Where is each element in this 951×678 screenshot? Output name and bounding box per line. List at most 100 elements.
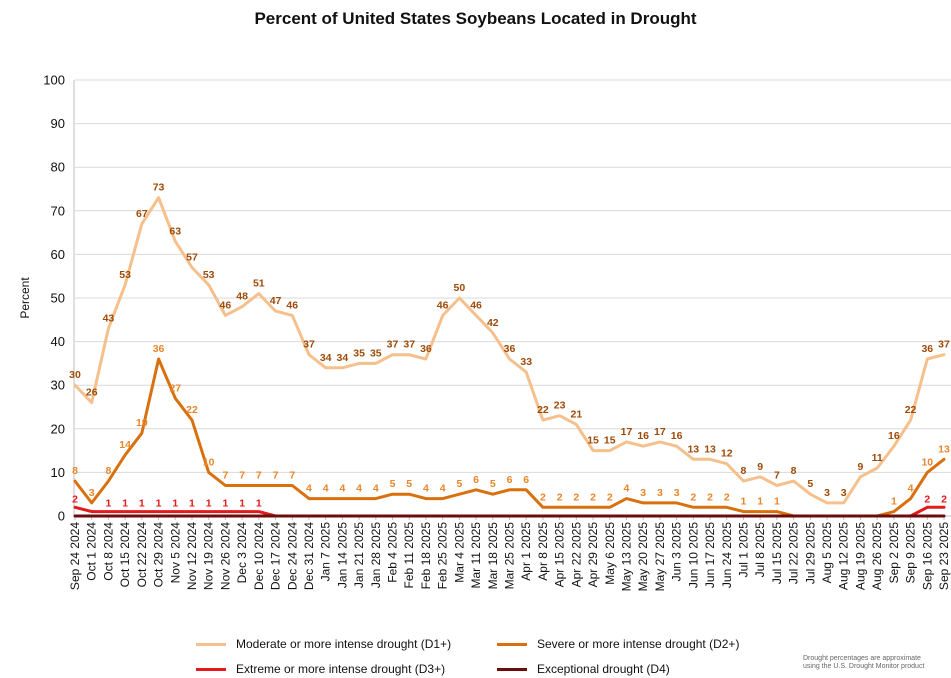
y-tick-label: 0 (58, 509, 65, 524)
x-tick-label: Dec 24 2024 (285, 522, 299, 590)
d1-label: 35 (353, 347, 365, 359)
d2-label: 2 (573, 491, 579, 503)
d1-label: 57 (186, 251, 198, 263)
d2-label: 5 (456, 478, 462, 490)
d2-label: 7 (239, 469, 245, 481)
d1-label: 16 (888, 430, 900, 442)
x-tick-label: Aug 19 2025 (853, 522, 867, 590)
y-tick-label: 50 (51, 291, 65, 306)
d1-label: 34 (320, 352, 332, 364)
d3-label: 1 (256, 498, 262, 510)
d1-label: 37 (403, 339, 415, 351)
d1-label: 33 (520, 356, 532, 368)
legend-item-d2: Severe or more intense drought (D2+) (497, 637, 739, 651)
d2-label: 3 (674, 487, 680, 499)
x-tick-label: Sep 9 2025 (904, 522, 918, 584)
x-tick-label: Mar 11 2025 (469, 522, 483, 589)
d1-label: 12 (721, 448, 733, 460)
d2-label: 7 (273, 469, 279, 481)
d1-label: 11 (872, 452, 883, 464)
x-tick-label: Apr 1 2025 (519, 522, 533, 581)
x-tick-label: Jan 28 2025 (369, 522, 383, 588)
legend-item-d4: Exceptional drought (D4) (497, 662, 670, 676)
d2-label: 27 (169, 382, 181, 394)
footnote: Drought percentages are approximate usin… (803, 655, 925, 670)
d2-label: 2 (590, 491, 596, 503)
d2-label: 5 (390, 478, 396, 490)
x-tick-label: Oct 29 2024 (152, 522, 166, 588)
x-tick-label: Dec 17 2024 (269, 522, 283, 590)
x-tick-label: Jun 17 2025 (703, 522, 717, 588)
d1-label: 17 (654, 426, 666, 438)
x-tick-label: Apr 15 2025 (553, 522, 567, 588)
d1-label: 7 (774, 469, 780, 481)
d3-label: 2 (941, 493, 947, 505)
d1-label: 16 (637, 430, 649, 442)
d2-label: 19 (136, 417, 148, 429)
series-line-2 (73, 357, 946, 518)
d1-label: 67 (136, 208, 148, 220)
x-tick-label: Sep 24 2024 (68, 522, 82, 590)
gridlines (75, 79, 951, 473)
d2-label: 6 (473, 474, 479, 486)
d1-label: 53 (203, 269, 215, 281)
d1-label: 15 (604, 435, 616, 447)
y-tick-label: 70 (51, 203, 65, 218)
d1-label: 15 (587, 435, 599, 447)
x-tick-label: Mar 18 2025 (486, 522, 500, 590)
d1-label: 13 (704, 443, 716, 455)
x-tick-label: Oct 22 2024 (135, 522, 149, 588)
y-axis-title: Percent (18, 277, 32, 319)
x-tick-label: Apr 8 2025 (536, 522, 550, 581)
y-tick-label: 100 (43, 73, 65, 88)
x-tick-label: May 20 2025 (636, 522, 650, 592)
d2-label: 7 (256, 469, 262, 481)
d2-label: 2 (540, 491, 546, 503)
d2-label: 2 (707, 491, 713, 503)
d1-label: 16 (671, 430, 683, 442)
d3-label: 1 (206, 498, 212, 510)
d1-label: 50 (454, 282, 466, 294)
d2-label: 4 (306, 483, 312, 495)
d2-label: 3 (89, 487, 95, 499)
x-tick-label: Jul 15 2025 (770, 522, 784, 584)
x-tick-label: Apr 22 2025 (569, 522, 583, 588)
axes: 0 10 20 30 40 50 60 70 80 90 100 Percent Sep 24 2024… (18, 73, 951, 592)
d1-label: 63 (169, 225, 181, 237)
d1-label: 34 (337, 352, 349, 364)
d1-label: 36 (420, 343, 432, 355)
d3-label: 1 (222, 498, 228, 510)
d2-label: 13 (938, 443, 950, 455)
x-tick-label: Oct 1 2024 (85, 522, 99, 581)
legend-label-d2: Severe or more intense drought (D2+) (537, 637, 740, 651)
x-tick-label: Feb 4 2025 (386, 522, 400, 583)
d1-label: 9 (858, 461, 864, 473)
x-tick-label: Dec 3 2024 (235, 522, 249, 584)
d1-label: 37 (303, 339, 315, 351)
x-tick-label: Aug 12 2025 (837, 522, 851, 590)
x-tick-label: Jun 3 2025 (670, 522, 684, 582)
y-tick-label: 60 (51, 247, 65, 262)
x-tick-label: Oct 8 2024 (101, 522, 115, 581)
x-tick-label: Jan 21 2025 (352, 522, 366, 588)
x-tick-label: May 27 2025 (653, 522, 667, 592)
d1-label: 8 (741, 465, 747, 477)
d2-label: 1 (741, 496, 747, 508)
d2-label: 4 (908, 483, 914, 495)
x-tick-label: Feb 25 2025 (436, 522, 450, 590)
d1-label: 30 (69, 369, 81, 381)
d3-label: 1 (106, 498, 112, 510)
x-tick-label: Feb 18 2025 (419, 522, 433, 590)
y-tick-label: 20 (51, 421, 65, 436)
x-tick-label: Oct 15 2024 (118, 522, 132, 588)
legend-swatch-d1 (196, 643, 226, 647)
d1-label: 37 (387, 339, 399, 351)
d2-label: 4 (624, 483, 630, 495)
d1-label: 23 (554, 400, 566, 412)
d2-label: 1 (774, 496, 780, 508)
legend-label-d4: Exceptional drought (D4) (537, 662, 670, 676)
x-tick-label: May 6 2025 (603, 522, 617, 585)
x-tick-label: May 13 2025 (619, 522, 633, 592)
d3-label: 1 (239, 498, 245, 510)
d1-label: 46 (220, 299, 232, 311)
